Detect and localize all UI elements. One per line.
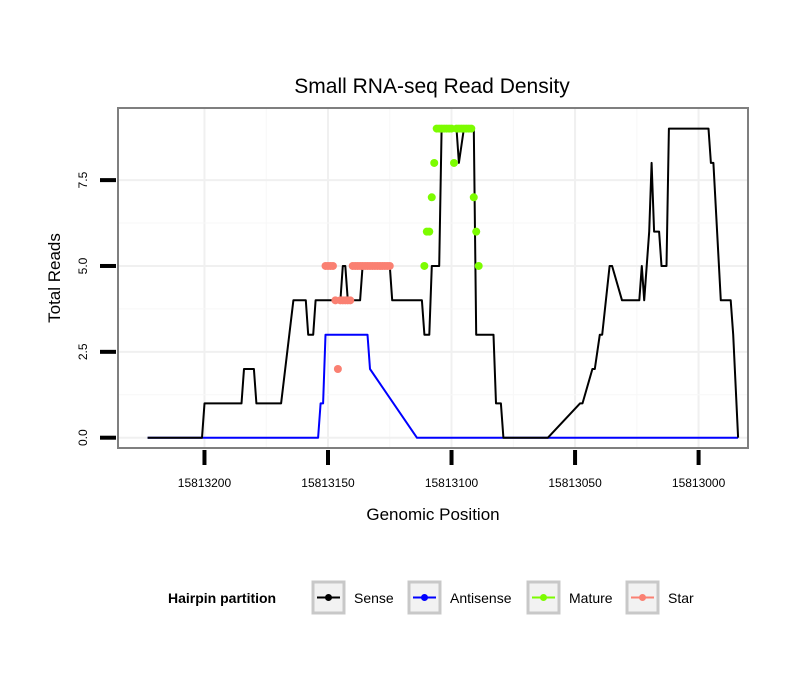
mature-point bbox=[427, 193, 436, 202]
antisense-series-line bbox=[147, 333, 739, 439]
mature-point bbox=[472, 227, 481, 236]
star-point bbox=[385, 261, 394, 270]
series-layer bbox=[147, 124, 740, 439]
legend-label: Star bbox=[668, 590, 694, 606]
legend-label: Sense bbox=[354, 590, 394, 606]
mature-point bbox=[425, 227, 434, 236]
star-point bbox=[333, 365, 342, 374]
mature-point bbox=[420, 261, 429, 270]
y-axis-label: Total Reads bbox=[45, 233, 64, 323]
x-tick-label: 15813000 bbox=[672, 476, 726, 490]
mature-point bbox=[474, 261, 483, 270]
legend-key-point bbox=[540, 594, 547, 601]
x-tick-label: 15813150 bbox=[301, 476, 355, 490]
legend-title: Hairpin partition bbox=[168, 590, 276, 606]
x-axis-label: Genomic Position bbox=[366, 505, 499, 524]
legend-label: Mature bbox=[569, 590, 613, 606]
y-tick-label: 0.0 bbox=[76, 429, 90, 446]
y-tick-label: 5.0 bbox=[76, 257, 90, 274]
mature-point bbox=[469, 193, 478, 202]
legend: Hairpin partition Sense Antisense Mature St… bbox=[168, 580, 694, 615]
sense-series-line bbox=[147, 127, 740, 439]
chart-title: Small RNA-seq Read Density bbox=[294, 75, 570, 98]
y-tick-label: 2.5 bbox=[76, 343, 90, 360]
mature-point bbox=[450, 158, 458, 167]
mature-point bbox=[430, 158, 439, 167]
x-tick-label: 15813050 bbox=[548, 476, 602, 490]
legend-key-point bbox=[421, 594, 428, 601]
plot-panel-border bbox=[117, 107, 749, 449]
legend-label: Antisense bbox=[450, 590, 512, 606]
legend-key-point bbox=[639, 594, 646, 601]
star-point bbox=[328, 261, 337, 270]
legend-key-point bbox=[325, 594, 332, 601]
y-tick-label: 7.5 bbox=[76, 171, 90, 188]
x-tick-label: 15813100 bbox=[425, 476, 479, 490]
x-axis: 15813200 15813150 15813100 15813050 15813000 bbox=[178, 450, 726, 490]
y-axis: 0.0 2.5 5.0 7.5 bbox=[76, 171, 116, 446]
x-tick-label: 15813200 bbox=[178, 476, 232, 490]
grid-lines bbox=[118, 108, 748, 448]
mature-point bbox=[467, 124, 476, 133]
star-point bbox=[346, 296, 355, 305]
